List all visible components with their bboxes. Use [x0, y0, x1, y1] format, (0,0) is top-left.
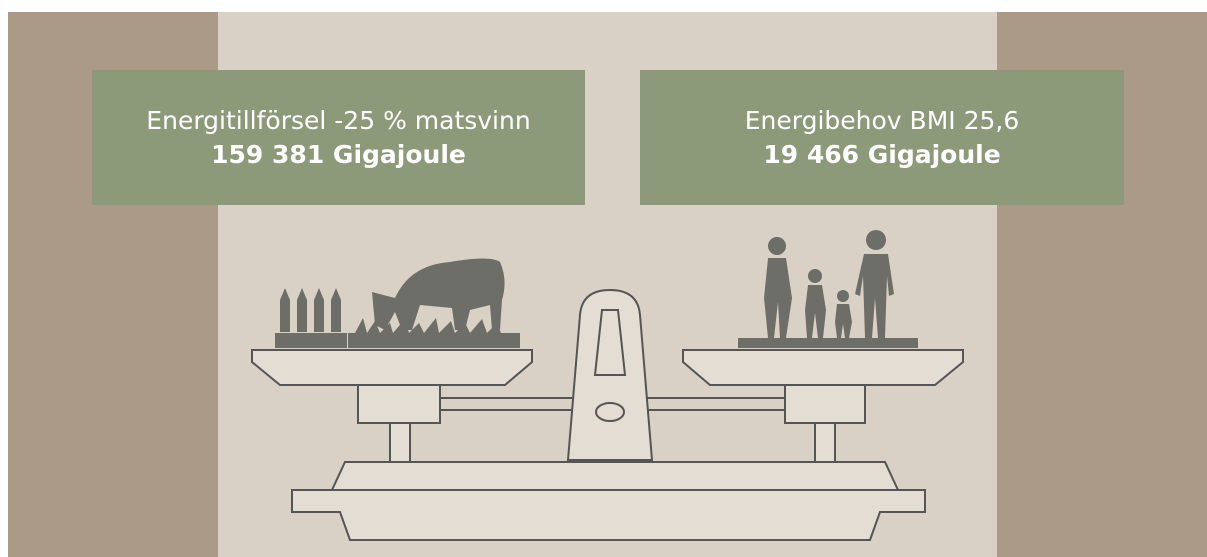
right-plate	[683, 350, 963, 385]
right-items	[738, 230, 918, 348]
right-holder	[785, 385, 865, 423]
left-plate	[252, 350, 532, 385]
scale-base-top	[332, 462, 898, 490]
demand-label: Energibehov BMI 25,6	[640, 104, 1124, 138]
right-post	[815, 420, 835, 462]
demand-value: 19 466 Gigajoule	[640, 138, 1124, 172]
scale-base	[292, 490, 925, 540]
left-post	[390, 420, 410, 462]
supply-box: Energitillförsel -25 % matsvinn 159 381 …	[92, 70, 585, 205]
demand-box: Energibehov BMI 25,6 19 466 Gigajoule	[640, 70, 1124, 205]
left-holder	[358, 385, 440, 423]
supply-value: 159 381 Gigajoule	[92, 138, 585, 172]
left-items	[275, 259, 520, 349]
page: Energitillförsel -25 % matsvinn 159 381 …	[0, 0, 1207, 557]
supply-label: Energitillförsel -25 % matsvinn	[92, 104, 585, 138]
